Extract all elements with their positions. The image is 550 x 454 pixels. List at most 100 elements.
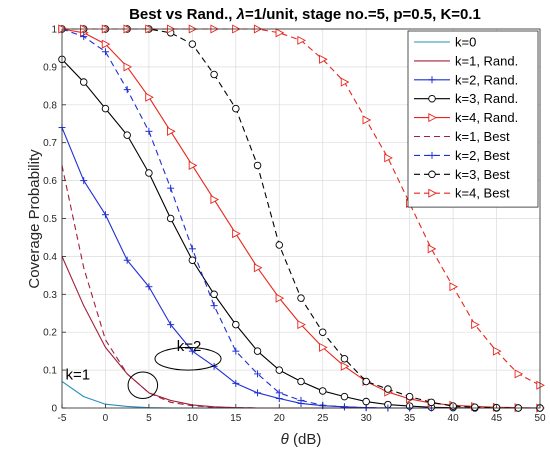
legend-entry-k-4-best: k=4, Best	[414, 186, 510, 201]
legend-marker-k-2-best	[428, 151, 436, 159]
legend-entry-k-3-rand: k=3, Rand.	[414, 91, 518, 106]
data-point-k-2-best	[297, 396, 305, 404]
data-point-k-4-best	[449, 282, 459, 292]
data-point-k-3-rand	[123, 131, 131, 139]
data-point-k-4-rand	[340, 361, 350, 371]
data-point-k-4-best	[536, 380, 545, 390]
data-point-k-2-best	[254, 370, 262, 378]
data-point-k-3-best	[405, 392, 414, 401]
data-point-k-3-best	[232, 104, 240, 113]
data-point-k-3-best	[210, 70, 218, 79]
data-point-k-3-rand	[79, 78, 88, 86]
data-point-k-3-rand	[362, 397, 370, 406]
data-point-k-4-rand	[232, 229, 241, 239]
y-tick-label: 0.1	[43, 366, 57, 377]
legend-entry-k-3-best: k=3, Best	[414, 167, 510, 182]
data-point-k-4-rand	[275, 293, 285, 303]
data-point-k-3-best	[427, 398, 436, 407]
data-point-k-3-rand	[188, 256, 197, 264]
data-point-k-4-best	[427, 244, 437, 254]
y-tick-label: 0.5	[43, 214, 57, 225]
legend: k=0 k=1, Rand. k=2, Rand. k=3, Rand. k=4, Ra…	[407, 30, 539, 208]
data-point-k-2-best	[101, 48, 109, 56]
data-point-k-3-rand	[340, 392, 349, 401]
legend-entry-k-2-best: k=2, Best	[414, 148, 510, 163]
data-point-k-2-rand	[101, 211, 109, 219]
data-point-k-4-best	[514, 369, 524, 379]
data-point-k-3-best	[253, 161, 262, 170]
data-point-k-4-rand	[166, 126, 176, 136]
data-point-k-4-rand	[297, 320, 306, 330]
data-point-k-2-rand	[80, 177, 88, 185]
data-point-k-2-rand	[254, 389, 262, 397]
legend-marker-k-4-best	[428, 188, 437, 198]
data-point-k-3-best	[275, 241, 284, 249]
annotation-ellipse-k-2	[154, 346, 222, 371]
annotations: k=1 k=2	[65, 338, 222, 400]
data-point-k-3-rand	[232, 320, 240, 329]
legend-label-k-0: k=0	[455, 35, 476, 50]
legend-marker-k-4-rand	[428, 113, 437, 123]
x-tick-label: 35	[404, 413, 416, 424]
legend-entry-k-1-best: k=1, Best	[414, 129, 510, 144]
legend-label-k-2-best: k=2, Best	[455, 148, 510, 163]
legend-entry-k-1-rand: k=1, Rand.	[414, 53, 518, 68]
data-point-k-4-rand	[210, 195, 220, 205]
legend-marker-k-3-best	[428, 170, 436, 179]
y-tick-label: 0	[51, 404, 57, 415]
data-point-k-3-best	[340, 354, 349, 363]
x-tick-label: 50	[534, 413, 546, 424]
x-tick-label: 20	[274, 413, 286, 424]
data-point-k-4-rand	[188, 160, 198, 170]
legend-label-k-3-rand: k=3, Rand.	[455, 91, 518, 106]
data-point-k-4-best	[384, 153, 393, 163]
data-point-k-3-rand	[145, 169, 153, 177]
annotation-label-k-2: k=2	[177, 338, 202, 355]
x-tick-label: -5	[58, 413, 67, 424]
tick-labels: -5 0 5 10 15 20 25 30 35 40 45 5000.10.20.30.40.50.…	[43, 25, 546, 425]
x-axis-label: θ (dB)	[281, 431, 322, 448]
data-point-k-4-best	[362, 115, 372, 125]
data-point-k-3-rand	[275, 366, 284, 374]
chart-title: Best vs Rand., λ=1/unit, stage no.=5, p=…	[129, 6, 481, 23]
data-point-k-4-rand	[101, 39, 111, 49]
data-point-k-4-rand	[123, 62, 133, 72]
legend-label-k-1-best: k=1, Best	[455, 129, 510, 144]
data-point-k-3-best	[362, 377, 370, 386]
data-point-k-4-rand	[145, 92, 154, 102]
data-point-k-2-best	[210, 302, 218, 310]
data-point-k-4-rand	[319, 342, 328, 352]
x-tick-label: 40	[448, 413, 460, 424]
data-point-k-3-rand	[210, 290, 218, 299]
data-point-k-3-best	[297, 294, 305, 302]
y-tick-label: 0.4	[43, 252, 57, 263]
data-point-k-2-rand	[145, 283, 153, 291]
annotation-ellipse-k-1	[127, 371, 159, 400]
data-point-k-3-best	[384, 385, 392, 393]
data-point-k-3-best	[471, 403, 479, 411]
legend-label-k-3-best: k=3, Best	[455, 167, 510, 182]
data-point-k-2-best	[167, 184, 175, 192]
data-point-k-3-rand	[318, 387, 327, 395]
data-point-k-2-best	[340, 403, 348, 411]
y-tick-label: 0.2	[43, 328, 57, 339]
legend-label-k-1-rand: k=1, Rand.	[455, 53, 518, 68]
x-tick-label: 30	[361, 413, 373, 424]
data-point-k-3-rand	[166, 214, 175, 223]
data-point-k-2-best	[145, 127, 153, 135]
data-point-k-2-best	[275, 389, 283, 397]
legend-label-k-2-rand: k=2, Rand.	[455, 72, 518, 87]
x-tick-label: 25	[317, 413, 329, 424]
data-point-k-4-best	[492, 346, 502, 356]
data-point-k-3-rand	[101, 104, 110, 113]
legend-entry-k-2-rand: k=2, Rand.	[414, 72, 518, 87]
data-point-k-4-rand	[253, 263, 263, 273]
y-tick-label: 0.7	[43, 138, 57, 149]
legend-label-k-4-rand: k=4, Rand.	[455, 110, 518, 125]
y-tick-label: 0.6	[43, 176, 57, 187]
x-tick-label: 5	[146, 413, 152, 424]
legend-entry-k-0: k=0	[414, 35, 476, 50]
x-tick-label: 15	[230, 413, 242, 424]
data-point-k-3-best	[188, 40, 197, 48]
y-tick-label: 0.3	[43, 290, 57, 301]
